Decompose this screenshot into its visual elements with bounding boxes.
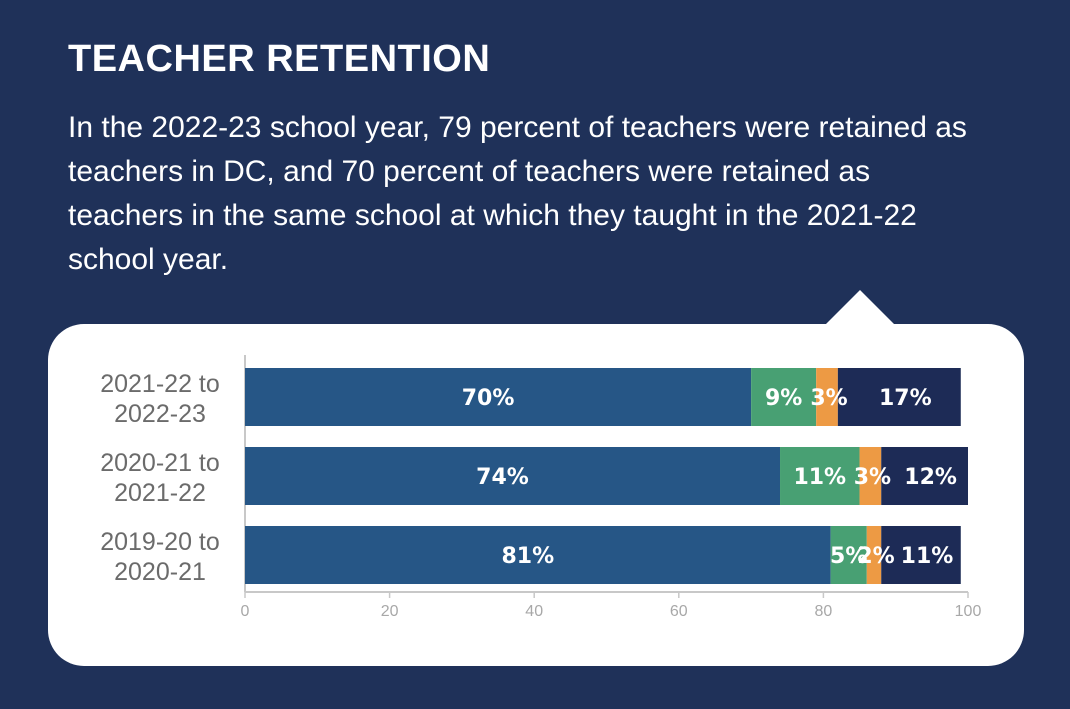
- data-label: 81%: [501, 544, 554, 569]
- x-tick-label: 60: [670, 603, 688, 620]
- page-title: TEACHER RETENTION: [68, 38, 491, 80]
- data-label: 5%: [830, 544, 867, 569]
- x-tick-label: 20: [381, 603, 399, 620]
- bar-segment: [816, 368, 838, 426]
- callout-pointer: [824, 290, 896, 326]
- category-label: 2020-21 to 2021-22: [100, 449, 220, 507]
- bar-segment: [780, 447, 860, 505]
- data-label: 11%: [901, 544, 954, 569]
- bar-segment: [837, 368, 961, 426]
- bar-segment: [866, 526, 882, 584]
- data-label: 3%: [810, 386, 847, 411]
- data-label: 74%: [476, 465, 529, 490]
- data-label: 11%: [793, 465, 846, 490]
- summary-text: In the 2022-23 school year, 79 percent o…: [68, 111, 967, 276]
- data-label: 3%: [854, 465, 891, 490]
- data-label: 12%: [904, 465, 957, 490]
- bar-segment: [830, 526, 867, 584]
- bar-segment: [881, 447, 968, 505]
- data-label: 17%: [879, 386, 932, 411]
- data-label: 70%: [462, 386, 515, 411]
- x-tick-label: 80: [815, 603, 833, 620]
- category-label: 2021-22 to 2022-23: [100, 370, 220, 428]
- bar-segment: [881, 526, 961, 584]
- data-label: 2%: [857, 544, 894, 569]
- bar-segment: [245, 526, 831, 584]
- bar-segment: [245, 447, 781, 505]
- bar-segment: [859, 447, 882, 505]
- x-tick-label: 100: [955, 603, 982, 620]
- bar-segment: [245, 368, 752, 426]
- data-label: 9%: [765, 386, 802, 411]
- x-tick-label: 0: [241, 603, 250, 620]
- category-label: 2019-20 to 2020-21: [100, 528, 220, 586]
- bar-segment: [751, 368, 817, 426]
- x-tick-label: 40: [525, 603, 543, 620]
